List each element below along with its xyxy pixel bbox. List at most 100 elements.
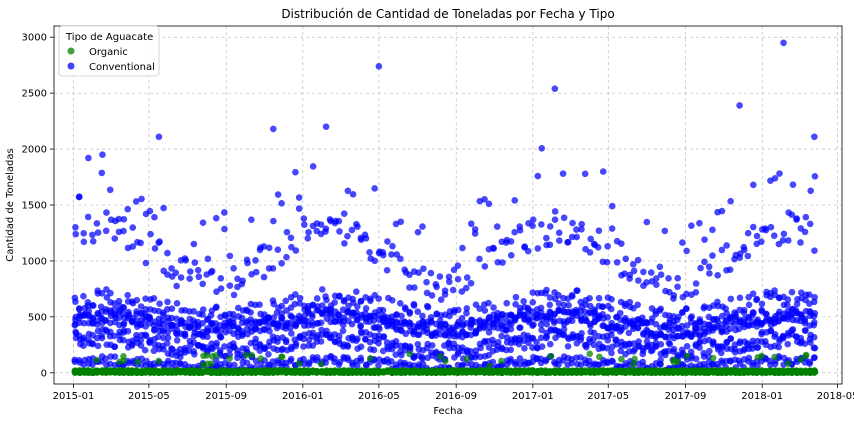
data-point-conventional (362, 235, 370, 242)
data-point-conventional (705, 263, 713, 271)
data-point-organic (203, 352, 211, 359)
data-point-conventional (340, 210, 348, 217)
data-point-conventional (529, 299, 537, 306)
data-point-conventional (428, 292, 436, 299)
data-point-conventional (736, 102, 743, 109)
data-point-conventional (414, 228, 422, 236)
data-point-conventional (398, 351, 405, 359)
data-point-conventional (286, 324, 294, 332)
data-point-conventional (753, 232, 761, 240)
data-point-conventional (533, 338, 540, 346)
data-point-conventional (709, 341, 717, 348)
data-point-conventional (414, 340, 422, 348)
data-point-conventional (199, 219, 207, 226)
data-point-organic (120, 353, 127, 360)
data-point-conventional (348, 320, 356, 328)
data-point-conventional (89, 231, 96, 239)
data-point-conventional (128, 342, 136, 349)
data-point-conventional (94, 342, 102, 350)
data-point-conventional (744, 229, 752, 237)
data-point-conventional (788, 327, 796, 334)
x-tick-label: 2017-05 (587, 391, 629, 402)
data-point-conventional (322, 293, 329, 300)
data-point-conventional (282, 338, 290, 346)
data-point-conventional (375, 295, 382, 302)
data-point-conventional (212, 214, 220, 222)
data-point-conventional (525, 339, 532, 347)
data-point-conventional (784, 237, 792, 244)
data-point-conventional (221, 225, 228, 233)
data-point-conventional (115, 215, 123, 223)
data-point-conventional (476, 255, 483, 263)
data-point-organic (629, 360, 637, 368)
data-point-conventional (797, 239, 804, 246)
data-point-conventional (247, 316, 254, 323)
data-point-conventional (353, 362, 361, 370)
data-point-conventional (138, 195, 145, 203)
data-point-conventional (265, 314, 272, 321)
data-point-conventional (181, 319, 189, 327)
data-point-conventional (603, 258, 611, 266)
data-point-conventional (499, 259, 506, 266)
data-point-conventional (761, 225, 769, 232)
data-point-conventional (252, 257, 259, 264)
data-point-conventional (419, 318, 426, 325)
data-point-conventional (199, 280, 207, 288)
data-point-conventional (335, 332, 343, 340)
data-point-conventional (344, 187, 352, 195)
data-point-conventional (291, 300, 299, 308)
data-point-conventional (555, 237, 563, 244)
data-point-conventional (449, 286, 457, 294)
data-point-conventional (204, 333, 211, 341)
data-point-conventional (758, 328, 766, 336)
data-point-conventional (317, 221, 325, 228)
data-point-conventional (414, 308, 422, 315)
y-tick-label: 3000 (22, 33, 47, 44)
data-point-conventional (454, 306, 462, 314)
data-point-organic (207, 360, 215, 367)
data-point-conventional (521, 345, 528, 352)
data-point-conventional (230, 315, 237, 323)
data-point-conventional (278, 310, 286, 317)
data-point-conventional (124, 327, 132, 335)
data-point-conventional (784, 296, 792, 303)
data-point-conventional (616, 309, 624, 317)
data-point-conventional (692, 288, 700, 296)
data-point-conventional (578, 226, 585, 233)
data-point-conventional (357, 343, 365, 351)
data-point-conventional (288, 330, 295, 337)
data-point-conventional (89, 238, 97, 245)
data-point-conventional (472, 347, 480, 354)
data-point-conventional (630, 348, 637, 355)
data-point-conventional (586, 361, 593, 369)
data-point-conventional (810, 354, 818, 362)
data-point-conventional (379, 347, 387, 355)
data-point-conventional (137, 336, 145, 344)
data-point-conventional (750, 309, 757, 317)
data-point-conventional (129, 243, 137, 250)
data-point-conventional (609, 358, 616, 366)
data-point-conventional (538, 221, 545, 228)
data-point-conventional (326, 334, 334, 342)
data-point-conventional (150, 347, 158, 355)
data-point-conventional (345, 302, 352, 310)
data-point-organic (758, 352, 766, 360)
data-point-conventional (731, 345, 739, 353)
data-point-conventional (788, 288, 796, 296)
data-point-conventional (398, 312, 405, 320)
data-point-conventional (309, 319, 316, 327)
data-point-conventional (621, 270, 628, 277)
data-point-conventional (595, 294, 603, 302)
data-point-conventional (810, 319, 818, 326)
data-point-organic (212, 352, 220, 359)
data-point-conventional (341, 240, 348, 247)
data-point-conventional (608, 202, 616, 210)
data-point-conventional (388, 357, 395, 365)
data-point-conventional (283, 253, 290, 261)
data-point-conventional (546, 223, 554, 230)
data-point-conventional (344, 341, 351, 349)
data-point-conventional (80, 342, 87, 349)
data-point-conventional (811, 293, 818, 301)
data-point-conventional (401, 304, 409, 311)
data-point-conventional (265, 323, 272, 331)
